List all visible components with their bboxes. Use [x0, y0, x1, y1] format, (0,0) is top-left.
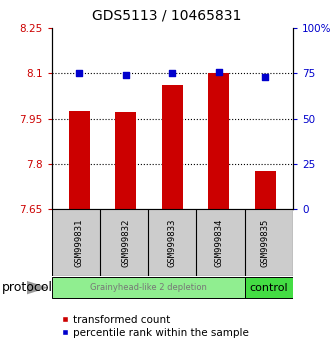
Bar: [162, 86, 183, 209]
Text: GSM999834: GSM999834: [214, 218, 223, 267]
Legend: transformed count, percentile rank within the sample: transformed count, percentile rank withi…: [57, 311, 253, 342]
Text: GSM999831: GSM999831: [75, 218, 84, 267]
Point: [170, 70, 175, 76]
Text: GSM999835: GSM999835: [261, 218, 270, 267]
Bar: [116, 112, 136, 209]
Point: [77, 70, 82, 76]
Text: control: control: [250, 282, 288, 293]
Point: [262, 74, 268, 80]
Text: protocol: protocol: [2, 281, 53, 294]
Text: Grainyhead-like 2 depletion: Grainyhead-like 2 depletion: [90, 283, 206, 292]
Bar: [208, 74, 229, 209]
Text: GSM999832: GSM999832: [122, 218, 131, 267]
Polygon shape: [27, 281, 48, 295]
Point: [123, 73, 129, 78]
Text: GDS5113 / 10465831: GDS5113 / 10465831: [92, 9, 241, 23]
Bar: [52, 277, 245, 298]
Text: GSM999833: GSM999833: [168, 218, 177, 267]
Point: [216, 69, 221, 74]
Bar: [245, 277, 293, 298]
Bar: [255, 171, 276, 209]
Bar: [69, 111, 90, 209]
